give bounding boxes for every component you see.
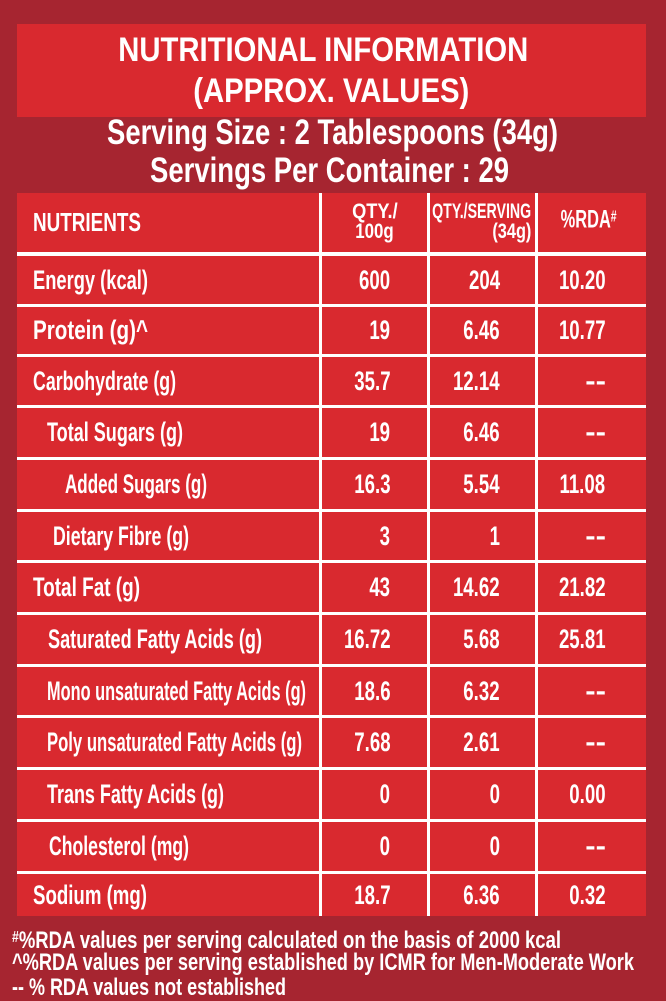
qty-per-serving-cell: 2.61	[427, 718, 535, 767]
qty-per-100g-cell: 19	[319, 307, 427, 354]
rda-percent-cell: --	[535, 357, 646, 405]
qty-per-100g-cell: 0	[319, 770, 427, 819]
footnotes: #%RDA values per serving calculated on t…	[12, 925, 666, 1000]
table-row: Carbohydrate (g) 35.7 12.14 --	[17, 354, 646, 405]
nutrient-name-cell: Cholesterol (mg)	[49, 831, 189, 861]
qty-per-serving-cell: 5.68	[427, 615, 535, 664]
qty-per-100g-cell: 16.72	[319, 615, 427, 664]
table-row: Sodium (mg) 18.7 6.36 0.32	[17, 871, 646, 916]
footnote-hash-marker: #	[12, 929, 19, 946]
table-row: Poly unsaturated Fatty Acids (g) 7.68 2.61…	[17, 715, 646, 767]
qty-per-100g-cell: 18.7	[319, 874, 427, 916]
column-header-rda-percent: %RDA#	[535, 193, 646, 252]
qty-per-serving-cell: 12.14	[427, 357, 535, 405]
servings-per-container-text: Servings Per Container : 29	[150, 150, 510, 190]
table-row: Dietary Fibre (g) 3 1 --	[17, 509, 646, 560]
table-row: Protein (g)^ 19 6.46 10.77	[17, 304, 646, 354]
column-header-qty-per-serving: QTY./SERVING (34g)	[427, 193, 535, 252]
table-row: Cholesterol (mg) 0 0 --	[17, 819, 646, 871]
serving-info: Serving Size : 2 Tablespoons (34g) Servi…	[0, 114, 666, 189]
table-row: Energy (kcal) 600 204 10.20	[17, 252, 646, 304]
footnote-rda-icmr: ^%RDA values per serving established by …	[12, 949, 634, 976]
title-banner: NUTRITIONAL INFORMATION (APPROX. VALUES)	[17, 24, 646, 117]
serving-size-text: Serving Size : 2 Tablespoons (34g)	[107, 113, 559, 152]
qty-per-serving-cell: 6.32	[427, 667, 535, 715]
footnote-rda-basis: #%RDA values per serving calculated on t…	[12, 927, 561, 954]
nutrient-name-cell: Energy (kcal)	[33, 264, 148, 295]
table-row: Mono unsaturated Fatty Acids (g) 18.6 6.32…	[17, 664, 646, 715]
table-header-row: NUTRIENTS QTY./ 100g QTY./SERVING (34g) …	[17, 193, 646, 252]
qty-per-serving-cell: 14.62	[427, 563, 535, 612]
nutrient-name-cell: Trans Fatty Acids (g)	[47, 779, 224, 809]
nutrient-name-cell: Added Sugars (g)	[65, 469, 207, 499]
table-row: Saturated Fatty Acids (g) 16.72 5.68 25.81	[17, 612, 646, 664]
qty-per-100g-cell: 35.7	[319, 357, 427, 405]
rda-percent-cell: 0.00	[535, 770, 646, 819]
footnote-rda-not-established: -- % RDA values not established	[12, 974, 286, 1001]
rda-percent-cell: --	[535, 667, 646, 715]
title-line1: NUTRITIONAL INFORMATION	[118, 31, 529, 69]
nutrient-name-cell: Poly unsaturated Fatty Acids (g)	[47, 727, 302, 757]
qty-per-serving-cell: 6.36	[427, 874, 535, 916]
qty-per-100g-cell: 19	[319, 408, 427, 457]
table-row: Total Sugars (g) 19 6.46 --	[17, 405, 646, 457]
nutrient-name-cell: Total Fat (g)	[33, 572, 140, 602]
qty-per-100g-cell: 600	[319, 256, 427, 304]
column-header-nutrients: NUTRIENTS	[33, 207, 141, 237]
column-header-qty-per-100g: QTY./ 100g	[319, 193, 427, 252]
qty-per-serving-cell: 204	[427, 256, 535, 304]
rda-percent-cell: 10.20	[535, 256, 646, 304]
rda-percent-cell: --	[535, 512, 646, 560]
table-body: Energy (kcal) 600 204 10.20 Protein (g)^ 19 6.…	[17, 252, 646, 916]
rda-percent-cell: 25.81	[535, 615, 646, 664]
nutrient-name-cell: Dietary Fibre (g)	[53, 520, 189, 551]
qty-per-100g-cell: 43	[319, 563, 427, 612]
rda-percent-cell: --	[535, 822, 646, 871]
qty-per-100g-cell: 0	[319, 822, 427, 871]
qty-per-100g-cell: 18.6	[319, 667, 427, 715]
table-row: Added Sugars (g) 16.3 5.54 11.08	[17, 457, 646, 509]
title-line2: (APPROX. VALUES)	[193, 71, 470, 110]
qty-per-serving-cell: 5.54	[427, 460, 535, 509]
rda-footnote-marker: #	[610, 208, 617, 226]
nutrient-name-cell: Protein (g)^	[33, 315, 148, 345]
qty-per-100g-cell: 16.3	[319, 460, 427, 509]
table-row: Total Fat (g) 43 14.62 21.82	[17, 560, 646, 612]
nutrient-name-cell: Saturated Fatty Acids (g)	[48, 624, 262, 654]
qty-per-serving-cell: 0	[427, 822, 535, 871]
nutrition-table: NUTRIENTS QTY./ 100g QTY./SERVING (34g) …	[17, 193, 646, 916]
nutrient-name-cell: Total Sugars (g)	[47, 417, 183, 447]
nutrient-name-cell: Mono unsaturated Fatty Acids (g)	[47, 675, 306, 706]
rda-percent-cell: 11.08	[535, 460, 646, 509]
rda-percent-cell: 10.77	[535, 307, 646, 354]
rda-percent-cell: --	[535, 408, 646, 457]
qty-per-100g-cell: 7.68	[319, 718, 427, 767]
qty-per-serving-cell: 6.46	[427, 408, 535, 457]
qty-per-serving-cell: 0	[427, 770, 535, 819]
rda-percent-cell: 21.82	[535, 563, 646, 612]
rda-percent-cell: --	[535, 718, 646, 767]
qty-per-serving-cell: 6.46	[427, 307, 535, 354]
nutrient-name-cell: Sodium (mg)	[33, 879, 147, 910]
table-row: Trans Fatty Acids (g) 0 0 0.00	[17, 767, 646, 819]
qty-per-serving-cell: 1	[427, 512, 535, 560]
qty-per-100g-cell: 3	[319, 512, 427, 560]
nutrient-name-cell: Carbohydrate (g)	[33, 365, 176, 396]
rda-percent-cell: 0.32	[535, 874, 646, 916]
